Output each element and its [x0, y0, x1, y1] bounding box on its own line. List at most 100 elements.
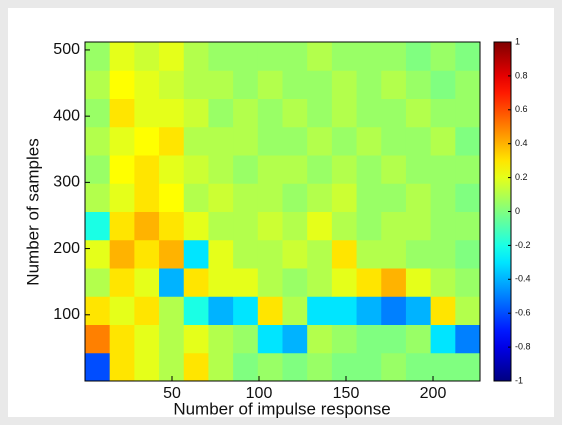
colorbar-tick-label: -0.4	[515, 274, 531, 284]
heat-cell	[331, 70, 358, 99]
heat-cell	[208, 70, 234, 99]
heat-cell	[257, 239, 283, 269]
heat-cell	[257, 211, 283, 241]
heat-cell	[405, 126, 432, 156]
heat-cell	[109, 98, 135, 128]
heat-cell	[282, 296, 308, 325]
heat-cell	[134, 268, 160, 297]
heat-cell	[183, 183, 209, 212]
heat-cell	[356, 98, 382, 128]
heat-cell	[307, 268, 333, 297]
heat-cell	[134, 352, 160, 382]
heat-cell	[381, 183, 407, 212]
heat-cell	[307, 70, 333, 99]
heat-cell	[159, 98, 185, 128]
heat-cell	[381, 70, 407, 99]
heat-cell	[134, 211, 160, 241]
heat-cell	[183, 70, 209, 99]
heat-cell	[356, 183, 382, 212]
heat-cell	[455, 70, 481, 99]
heat-cell	[85, 268, 111, 297]
heat-cell	[282, 70, 308, 99]
heat-cell	[455, 155, 481, 184]
colorbar-tick-label: 1	[515, 36, 520, 46]
x-tick-label: 200	[420, 385, 447, 402]
heat-cell	[159, 183, 185, 212]
heat-cell	[282, 126, 308, 156]
heat-cell	[159, 70, 185, 99]
heat-cell	[405, 268, 432, 297]
heat-cell	[356, 239, 382, 269]
heat-cell	[430, 70, 456, 99]
heat-cell	[282, 155, 308, 184]
heat-cell	[455, 239, 481, 269]
heat-cell	[455, 268, 481, 297]
heat-cell	[307, 126, 333, 156]
heat-cell	[233, 352, 259, 382]
heat-cell	[109, 155, 135, 184]
heat-cell	[134, 183, 160, 212]
heat-cell	[159, 296, 185, 325]
heat-cell	[405, 296, 432, 325]
heat-cell	[183, 239, 209, 269]
heat-cell	[233, 239, 259, 269]
heat-cell	[356, 268, 382, 297]
heat-cell	[208, 268, 234, 297]
heat-cell	[455, 183, 481, 212]
x-tick-label: 150	[333, 385, 360, 402]
heat-cell	[307, 183, 333, 212]
heat-cell	[183, 324, 209, 354]
heat-cell	[381, 98, 407, 128]
heat-cell	[381, 126, 407, 156]
heat-cell	[331, 126, 358, 156]
heat-cell	[331, 268, 358, 297]
heat-cell	[85, 352, 111, 382]
heat-cell	[257, 70, 283, 99]
heat-cell	[257, 155, 283, 184]
heat-cell	[183, 126, 209, 156]
heat-cell	[109, 324, 135, 354]
heat-cell	[233, 126, 259, 156]
y-tick-label: 200	[53, 240, 80, 257]
heat-cell	[233, 296, 259, 325]
y-tick-label: 500	[53, 41, 80, 58]
heat-cell	[233, 183, 259, 212]
heat-cell	[85, 211, 111, 241]
heat-cell	[109, 183, 135, 212]
heat-cell	[282, 42, 308, 71]
heat-cell	[405, 239, 432, 269]
heat-cell	[233, 268, 259, 297]
heat-cell	[282, 183, 308, 212]
heat-cell	[405, 352, 432, 382]
heat-cell	[257, 183, 283, 212]
heat-cell	[356, 126, 382, 156]
heat-cell	[183, 268, 209, 297]
heat-cell	[109, 70, 135, 99]
colorbar-tick-label: 0.4	[515, 138, 528, 148]
heat-cell	[109, 126, 135, 156]
heat-cell	[430, 155, 456, 184]
heat-cell	[356, 70, 382, 99]
heat-cell	[331, 352, 358, 382]
heat-cell	[430, 211, 456, 241]
heat-cell	[134, 98, 160, 128]
heat-cell	[356, 352, 382, 382]
heat-cell	[307, 98, 333, 128]
heat-cell	[331, 98, 358, 128]
heat-cell	[109, 239, 135, 269]
heat-cell	[109, 42, 135, 71]
heat-cell	[85, 296, 111, 325]
heat-cell	[430, 183, 456, 212]
heat-cell	[159, 268, 185, 297]
y-axis-label: Number of samples	[23, 138, 42, 285]
heat-cell	[381, 324, 407, 354]
heat-cell	[208, 183, 234, 212]
heat-cell	[257, 352, 283, 382]
heat-cell	[159, 155, 185, 184]
heat-cell	[455, 211, 481, 241]
heat-cell	[356, 211, 382, 241]
heat-cell	[331, 324, 358, 354]
heat-cell	[183, 211, 209, 241]
x-axis-label: Number of impulse response	[173, 399, 390, 418]
